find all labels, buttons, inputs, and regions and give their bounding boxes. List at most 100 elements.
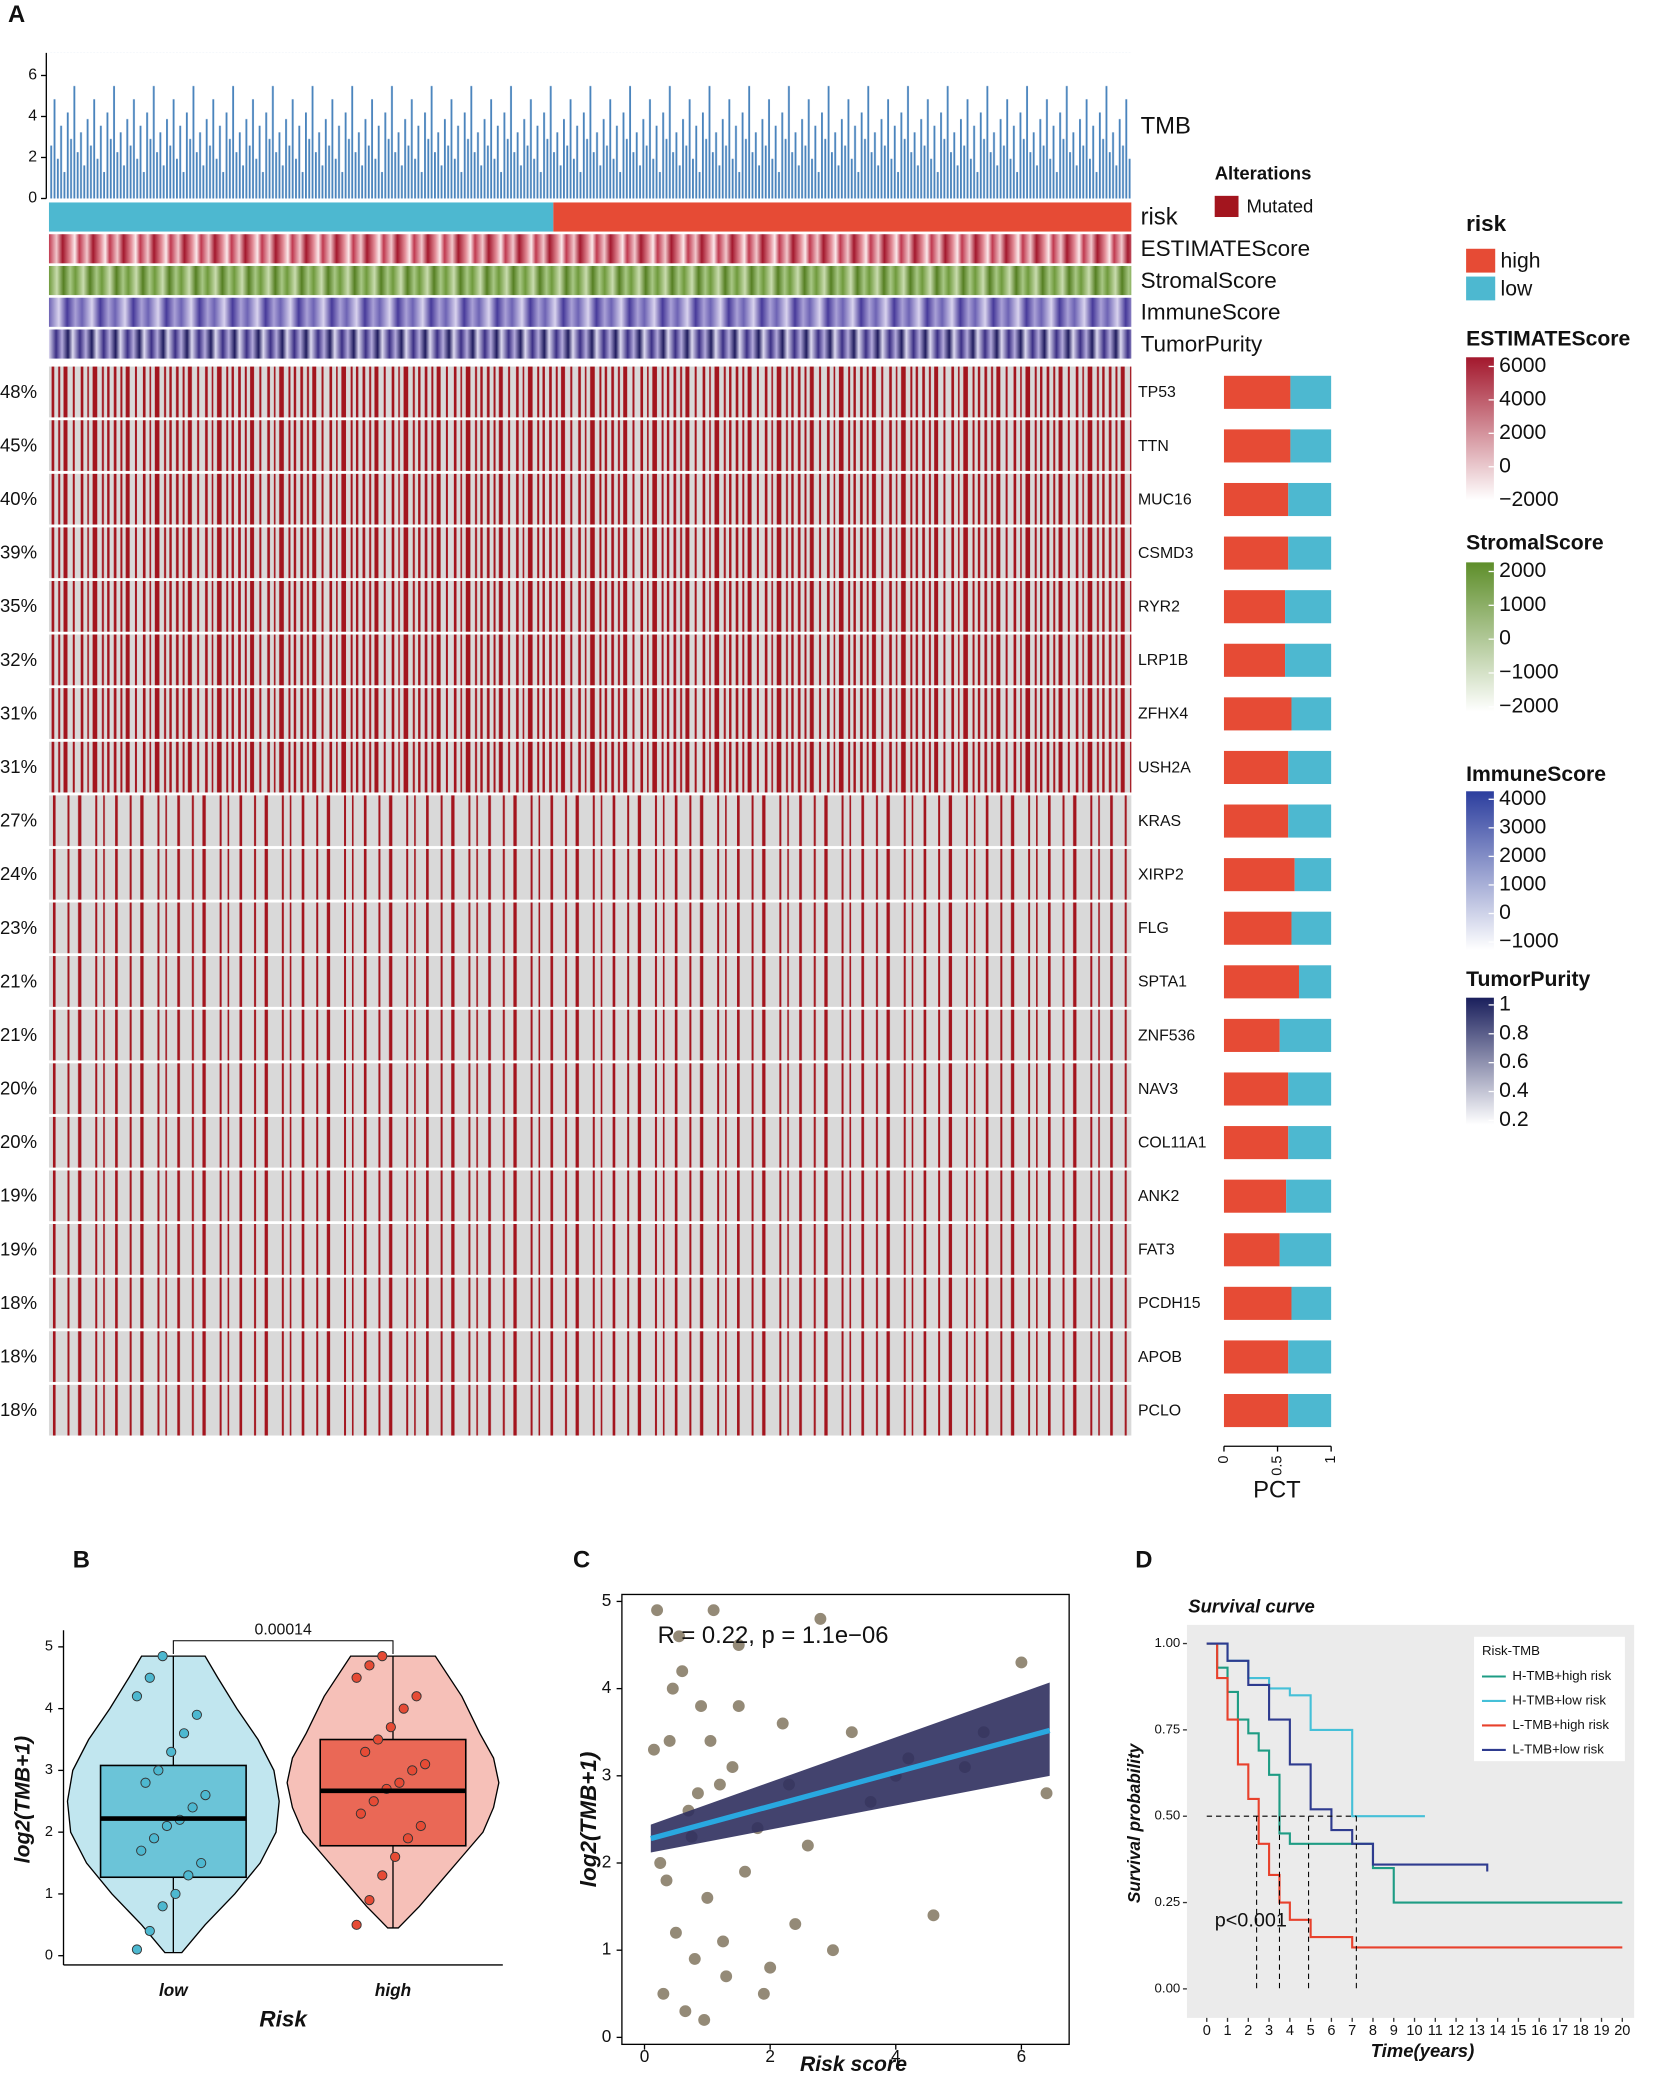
mutation-row xyxy=(48,420,1132,472)
point xyxy=(360,1746,371,1757)
mutation-percent: 48% xyxy=(0,381,37,402)
x-tick-label: 10 xyxy=(1406,2023,1422,2039)
scale-tick-label: 4000 xyxy=(1499,787,1546,810)
mutation-row xyxy=(48,848,1132,900)
legend-title: Risk-TMB xyxy=(1482,1643,1540,1658)
pct-bar-low xyxy=(1288,1393,1332,1428)
point xyxy=(647,1743,660,1756)
mutation-row xyxy=(48,741,1132,793)
gene-label: FAT3 xyxy=(1138,1242,1175,1259)
point xyxy=(673,1630,686,1643)
gene-label: LRP1B xyxy=(1138,652,1188,669)
pct-bar-low xyxy=(1288,1126,1332,1160)
scale-tick-label: 2000 xyxy=(1499,844,1546,867)
point xyxy=(789,1918,802,1930)
x-tick-label: 20 xyxy=(1614,2023,1630,2039)
gene-label: SPTA1 xyxy=(1138,974,1187,991)
x-tick-label: 7 xyxy=(1348,2023,1356,2039)
pct-bar-low xyxy=(1290,429,1332,463)
point xyxy=(764,1961,777,1974)
y-tick-label: 1.00 xyxy=(1155,1635,1181,1650)
pct-bar-low xyxy=(1279,1018,1332,1052)
mutation-percent: 18% xyxy=(0,1399,37,1420)
point xyxy=(368,1796,379,1807)
pct-bar-high xyxy=(1223,1233,1280,1267)
point xyxy=(827,1944,839,1957)
pct-bar-low xyxy=(1288,1340,1332,1374)
point xyxy=(669,1926,682,1939)
mutation-percent: 35% xyxy=(0,595,37,616)
point xyxy=(355,1808,366,1819)
y-tick-label: 0.00 xyxy=(1155,1980,1181,1995)
point xyxy=(676,1665,689,1678)
point xyxy=(377,1870,388,1881)
pct-bar-high xyxy=(1223,590,1286,624)
y-axis-label: log2(TMB+1) xyxy=(576,1752,601,1888)
point xyxy=(695,1700,708,1713)
tmb-bars xyxy=(48,52,1132,199)
point xyxy=(178,1728,190,1739)
point xyxy=(927,1909,940,1922)
point xyxy=(698,2013,711,2026)
mutation-percent: 18% xyxy=(0,1292,37,1313)
gene-label: NAV3 xyxy=(1138,1081,1178,1098)
pct-bar-high xyxy=(1223,1393,1289,1428)
point xyxy=(351,1672,362,1683)
mutation-row xyxy=(48,1170,1132,1222)
legend-label: L-TMB+low risk xyxy=(1512,1741,1604,1756)
track-label: risk xyxy=(1141,204,1178,231)
x-tick-label: 13 xyxy=(1469,2023,1485,2039)
x-tick-label: 0 xyxy=(640,2046,650,2066)
legend-label: L-TMB+high risk xyxy=(1512,1717,1609,1732)
gene-label: APOB xyxy=(1138,1349,1182,1366)
pct-bar-low xyxy=(1288,750,1332,785)
point xyxy=(814,1612,827,1625)
point xyxy=(131,1944,143,1955)
mutation-row xyxy=(48,795,1132,847)
gene-label: PCLO xyxy=(1138,1402,1181,1419)
x-tick-label: 16 xyxy=(1531,2023,1547,2039)
point xyxy=(394,1777,405,1788)
y-tick-label: 5 xyxy=(602,1590,612,1610)
point xyxy=(420,1759,431,1770)
y-tick-label: 2 xyxy=(28,149,37,166)
point xyxy=(801,1839,814,1852)
point xyxy=(144,1672,155,1683)
point xyxy=(726,1761,739,1774)
mutation-row xyxy=(48,1277,1132,1329)
pct-bar-high xyxy=(1223,1126,1289,1160)
x-tick-label: 8 xyxy=(1369,2023,1377,2039)
scale-tick-label: −1000 xyxy=(1499,661,1558,684)
pct-bar-low xyxy=(1285,643,1332,677)
x-tick-label: high xyxy=(375,1980,411,2000)
point xyxy=(663,1734,676,1747)
scale-tick-label: 0 xyxy=(1499,454,1511,477)
y-tick-label: 2 xyxy=(602,1852,612,1872)
point xyxy=(148,1833,160,1844)
y-tick-label: 6 xyxy=(28,67,37,84)
point xyxy=(691,1787,704,1800)
mutation-percent: 45% xyxy=(0,434,37,455)
y-tick-label: 4 xyxy=(602,1677,612,1697)
pct-bar-high xyxy=(1223,643,1286,677)
mutation-percent: 27% xyxy=(0,810,37,831)
survival-curve xyxy=(1206,1642,1623,1949)
pct-bar-high xyxy=(1223,858,1295,892)
mutation-row xyxy=(48,902,1132,954)
point xyxy=(377,1651,388,1662)
risk-track-low xyxy=(48,202,554,232)
pct-bar-high xyxy=(1223,1340,1289,1374)
pct-bar-high xyxy=(1223,1018,1280,1052)
point xyxy=(660,1874,673,1887)
track-label: TumorPurity xyxy=(1141,331,1263,356)
point xyxy=(170,1888,181,1900)
gene-label: ZFHX4 xyxy=(1138,706,1188,723)
x-tick-label: 4 xyxy=(1286,2023,1294,2039)
gene-label: KRAS xyxy=(1138,813,1181,830)
y-tick-label: 4 xyxy=(28,108,37,125)
scale-tick-label: 0.8 xyxy=(1499,1021,1528,1044)
mutation-percent: 21% xyxy=(0,1024,37,1045)
x-tick-label: 11 xyxy=(1428,2023,1443,2039)
x-tick-label: 18 xyxy=(1573,2023,1589,2039)
